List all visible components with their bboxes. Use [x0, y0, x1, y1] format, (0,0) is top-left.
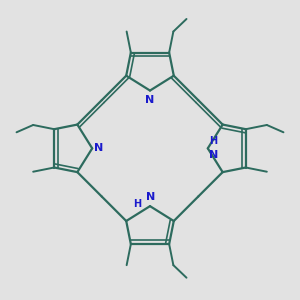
Text: H: H [134, 200, 142, 209]
Text: N: N [209, 150, 218, 160]
Text: N: N [146, 192, 155, 202]
Text: N: N [94, 143, 103, 153]
Text: H: H [209, 136, 217, 146]
Text: N: N [146, 95, 154, 105]
